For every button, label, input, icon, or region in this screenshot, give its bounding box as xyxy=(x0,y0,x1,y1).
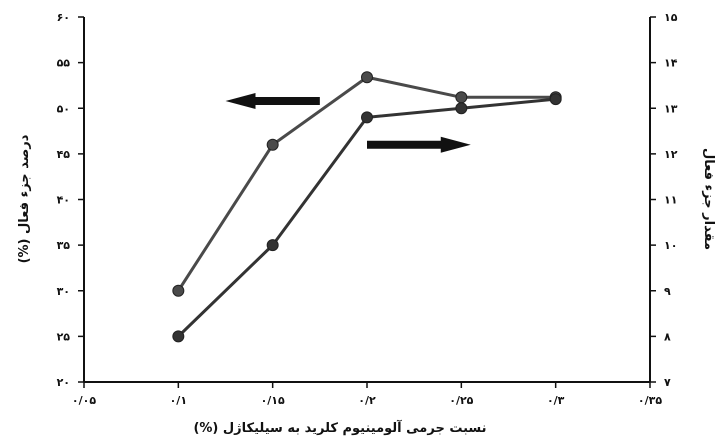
y-left-tick-label: ۲۰ xyxy=(57,376,70,389)
y-left-tick-label: ۳۰ xyxy=(57,285,70,298)
series-1-point xyxy=(361,71,373,84)
y-right-tick-label: ۱۴ xyxy=(664,57,678,70)
series-1-point xyxy=(266,138,279,151)
y-left-tick-label: ۶۰ xyxy=(57,11,70,24)
series-1-line xyxy=(177,75,556,292)
arrow-layer xyxy=(225,92,471,153)
y-left-axis-title: درصد جزء فعال (%) xyxy=(17,134,32,263)
y-right-tick-label: ۱۵ xyxy=(664,11,678,24)
right-arrow-icon xyxy=(367,136,471,153)
series-2-point xyxy=(455,102,468,115)
x-tick-label: ۰/۱۵ xyxy=(261,394,285,407)
x-tick-label: ۰/۲ xyxy=(358,394,376,407)
y-left-tick-label: ۵۵ xyxy=(57,57,71,70)
y-left-tick-label: ۳۵ xyxy=(57,239,71,252)
series-2-point xyxy=(172,330,185,343)
y-left-tick-label: ۴۵ xyxy=(57,148,71,161)
y-right-tick-label: ۷ xyxy=(664,376,671,389)
y-right-tick-label: ۹ xyxy=(664,285,671,298)
x-axis-title: نسبت جرمی آلومینیوم کلرید به سیلیکاژل (%… xyxy=(193,419,486,436)
y-right-axis-title: مقدار جزء فعال xyxy=(701,148,716,250)
left-arrow-icon xyxy=(225,92,320,109)
series-2-point xyxy=(549,93,562,106)
x-tick-label: ۰/۳ xyxy=(547,394,565,407)
series-layer xyxy=(172,71,562,343)
y-right-tick-label: ۸ xyxy=(664,330,671,343)
y-left-tick-label: ۴۰ xyxy=(57,194,70,207)
x-tick-label: ۰/۲۵ xyxy=(449,394,473,407)
y-left-tick-label: ۲۵ xyxy=(57,330,71,343)
series-2-line xyxy=(177,97,556,338)
y-left-tick-label: ۵۰ xyxy=(57,102,70,115)
series-2-point xyxy=(266,239,279,252)
x-tick-label: ۰/۱ xyxy=(170,394,187,407)
series-1-point xyxy=(172,284,185,297)
y-right-tick-label: ۱۱ xyxy=(664,194,677,207)
series-1-point xyxy=(455,91,468,104)
series-2-point xyxy=(361,111,373,124)
y-right-tick-label: ۱۰ xyxy=(664,239,677,252)
y-right-tick-label: ۱۳ xyxy=(664,102,678,115)
axes: ۰/۰۵ ۰/۱ ۰/۱۵ ۰/۲ ۰/۲۵ ۰/۳ ۰/۳۵ ۲۰ ۲۵ ۳۰ ۳۵ ۴۰ ۴۵ ۵۰ ۵… xyxy=(57,11,678,407)
x-tick-label: ۰/۰۵ xyxy=(72,394,96,407)
x-tick-label: ۰/۳۵ xyxy=(638,394,662,407)
y-right-tick-label: ۱۲ xyxy=(664,148,678,161)
